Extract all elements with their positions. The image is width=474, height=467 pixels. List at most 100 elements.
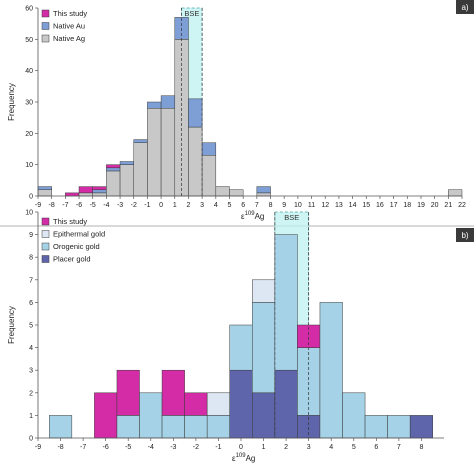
- y-tick-label: 4: [29, 345, 33, 352]
- x-tick-label: -3: [170, 444, 176, 451]
- x-tick-label: -7: [62, 202, 68, 209]
- x-tick-label: 17: [390, 202, 398, 209]
- x-tick-label: -9: [35, 202, 41, 209]
- bar-this-study: [184, 392, 208, 416]
- bar-orogenic-gold: [342, 392, 366, 439]
- x-tick-label: -9: [35, 444, 41, 451]
- x-tick-label: -8: [49, 202, 55, 209]
- panel-b: BSE 0 1 2 3 4 5 6 7 8 9 10 -9 -8 -7 -6 -5 -4 -3 -2 -1 0 1 2 3 4 5 6…: [7, 210, 474, 463]
- x-tick-label: 3: [307, 444, 311, 451]
- x-tick-label: 15: [362, 202, 370, 209]
- bar-native-au: [92, 189, 107, 194]
- y-axis-label: Frequency: [7, 306, 16, 344]
- y-tick-label: 50: [25, 37, 33, 44]
- legend-swatch: [41, 22, 50, 30]
- x-tick-label: 5: [352, 444, 356, 451]
- bar-native-ag: [37, 189, 52, 197]
- y-tick-label: 1: [29, 413, 33, 420]
- bar-native-ag: [256, 192, 271, 197]
- bar-native-ag: [92, 192, 107, 197]
- x-tick-label: 6: [374, 444, 378, 451]
- bar-native-ag: [174, 39, 189, 197]
- bar-placer-gold: [409, 415, 433, 439]
- bar-native-ag: [201, 155, 217, 197]
- x-tick-label: -7: [80, 444, 86, 451]
- x-axis-label-superscript: 109: [245, 211, 256, 217]
- bar-orogenic-gold: [116, 415, 140, 439]
- bar-native-ag: [133, 142, 148, 197]
- bar-placer-gold: [274, 369, 298, 439]
- bar-orogenic-gold: [229, 324, 253, 371]
- x-tick-label: 0: [159, 202, 163, 209]
- x-tick-label: -2: [131, 202, 137, 209]
- bar-this-study: [161, 369, 185, 416]
- x-tick-label: 20: [431, 202, 439, 209]
- x-tick-label: 1: [262, 444, 266, 451]
- y-tick-label: 0: [29, 436, 33, 443]
- x-tick-label: -6: [103, 444, 109, 451]
- bar-native-ag: [106, 170, 121, 197]
- bar-this-study: [106, 164, 121, 169]
- bar-native-ag: [215, 186, 230, 197]
- bar-native-au: [201, 142, 217, 156]
- bar-this-study: [94, 392, 118, 439]
- x-tick-label: -6: [76, 202, 82, 209]
- x-axis-label-subscript: Ag: [255, 212, 265, 221]
- x-tick-label: 7: [255, 202, 259, 209]
- x-tick-label: 12: [321, 202, 329, 209]
- bar-native-au: [37, 186, 52, 190]
- legend-swatch: [41, 230, 50, 238]
- legend-label: Native Ag: [53, 34, 85, 43]
- legend-label: This study: [53, 217, 87, 226]
- x-tick-label: 2: [186, 202, 190, 209]
- bar-native-ag: [147, 108, 162, 197]
- y-tick-label: 9: [29, 232, 33, 239]
- y-axis-label: Frequency: [7, 83, 16, 121]
- panel-label-tag: [456, 0, 474, 14]
- x-tick-label: -4: [103, 202, 109, 209]
- panel-label: b): [461, 231, 468, 240]
- x-tick-label: 8: [269, 202, 273, 209]
- x-tick-label: -3: [117, 202, 123, 209]
- legend-label: Placer gold: [53, 255, 91, 264]
- legend-swatch: [41, 217, 50, 226]
- bar-orogenic-gold: [184, 415, 208, 439]
- bar-native-au: [147, 101, 162, 109]
- x-tick-label: 18: [403, 202, 411, 209]
- bar-native-ag: [160, 108, 176, 197]
- y-tick-label: 3: [29, 368, 33, 375]
- x-axis-label-base: ε: [241, 212, 245, 221]
- y-tick-label: 2: [29, 390, 33, 397]
- bar-orogenic-gold: [364, 415, 388, 439]
- bar-orogenic-gold: [161, 415, 185, 439]
- bar-placer-gold: [252, 392, 276, 439]
- bar-this-study: [92, 186, 107, 190]
- bar-this-study: [78, 186, 93, 194]
- x-tick-label: 22: [458, 202, 466, 209]
- bar-orogenic-gold: [139, 392, 163, 439]
- x-axis-label: ε109Ag: [232, 453, 255, 463]
- x-tick-label: -2: [193, 444, 199, 451]
- bar-native-ag: [188, 126, 203, 197]
- x-tick-label: 3: [200, 202, 204, 209]
- x-tick-label: 10: [294, 202, 302, 209]
- x-tick-label: 6: [241, 202, 245, 209]
- x-tick-label: -1: [144, 202, 150, 209]
- x-tick-label: 21: [444, 202, 452, 209]
- bar-orogenic-gold: [387, 415, 411, 439]
- y-tick-label: 6: [29, 300, 33, 307]
- x-tick-label: 2: [284, 444, 288, 451]
- y-tick-label: 60: [25, 6, 33, 13]
- legend-swatch: [41, 255, 50, 263]
- bar-epithermal-gold: [252, 279, 276, 303]
- legend-label: Native Au: [53, 22, 85, 31]
- bar-native-au: [188, 98, 203, 128]
- x-tick-label: 13: [335, 202, 343, 209]
- x-tick-label: 4: [329, 444, 333, 451]
- y-tick-label: 10: [25, 162, 33, 169]
- x-axis-label: ε109Ag: [241, 211, 264, 221]
- legend-swatch: [41, 34, 50, 43]
- y-tick-label: 5: [29, 323, 33, 330]
- bar-native-ag: [78, 192, 93, 197]
